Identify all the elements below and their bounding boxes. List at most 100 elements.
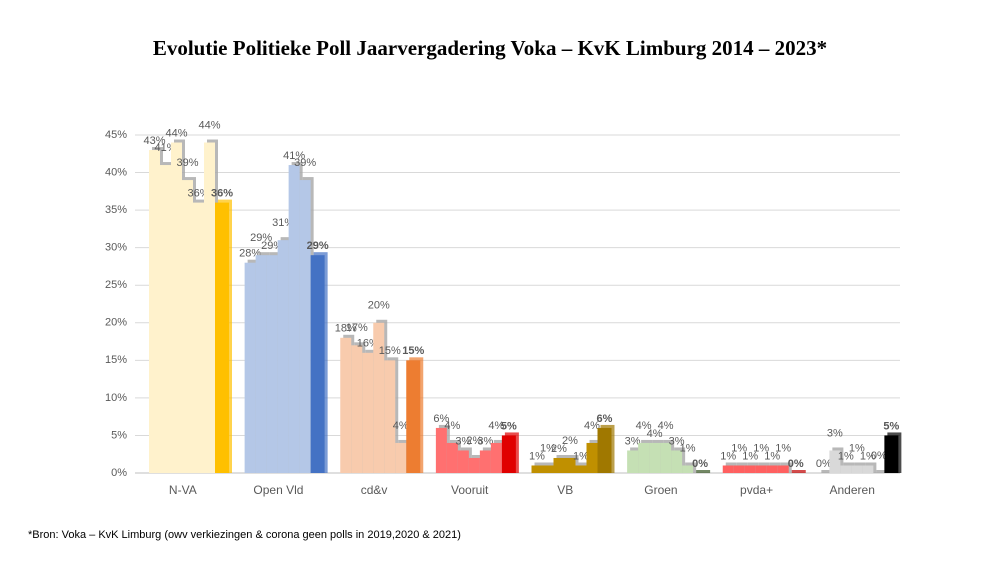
data-label: 17% — [346, 322, 368, 334]
data-label: 41% — [283, 150, 305, 162]
data-label: 1% — [753, 442, 769, 454]
step-bar — [340, 337, 352, 473]
bar — [215, 202, 229, 473]
data-label: 3% — [669, 435, 685, 447]
y-tick-label: 30% — [105, 242, 127, 254]
bar-depth — [696, 470, 711, 473]
y-tick-label: 20% — [105, 317, 127, 329]
step-bar — [586, 442, 598, 473]
data-label: 1% — [731, 442, 747, 454]
step-bar — [468, 457, 480, 473]
data-label: 29% — [307, 240, 329, 252]
x-tick-label: Anderen — [830, 483, 875, 497]
data-label: 0% — [788, 458, 804, 470]
bar — [310, 255, 325, 473]
data-label: 0% — [871, 450, 887, 462]
data-label: 44% — [165, 127, 187, 139]
data-label: 4% — [488, 420, 504, 432]
step-bar — [766, 465, 778, 473]
data-label: 29% — [250, 232, 272, 244]
bar — [884, 435, 899, 473]
data-label: 1% — [680, 442, 696, 454]
y-tick-label: 10% — [105, 392, 127, 404]
data-label: 1% — [838, 450, 854, 462]
step-bar — [182, 180, 193, 474]
step-bar — [553, 457, 565, 473]
step-bar — [149, 150, 160, 473]
step-bar — [299, 180, 311, 474]
step-bar — [862, 465, 874, 473]
data-label: 1% — [775, 442, 791, 454]
y-tick-label: 5% — [111, 429, 127, 441]
step-bar — [288, 165, 300, 474]
data-label: 3% — [455, 435, 471, 447]
step-bar — [395, 442, 407, 473]
y-tick-label: 45% — [105, 129, 127, 141]
step-bar — [733, 465, 745, 473]
x-tick-label: Open Vld — [253, 483, 303, 497]
y-tick-label: 15% — [105, 354, 127, 366]
bar — [501, 435, 516, 473]
x-tick-label: Groen — [644, 483, 677, 497]
step-bar — [435, 427, 447, 473]
data-label: 5% — [883, 420, 899, 432]
step-bar — [564, 457, 576, 473]
step-bar — [744, 465, 756, 473]
step-bar — [649, 442, 661, 473]
x-tick-label: pvda+ — [740, 483, 773, 497]
y-tick-label: 0% — [111, 467, 127, 479]
bar — [597, 427, 612, 473]
data-label: 4% — [647, 428, 663, 440]
data-label: 6% — [433, 413, 449, 425]
data-label: 15% — [379, 345, 401, 357]
step-bar — [531, 465, 543, 473]
data-label: 15% — [402, 345, 424, 357]
data-label: 4% — [584, 420, 600, 432]
data-label: 6% — [597, 413, 613, 425]
data-label: 2% — [466, 435, 482, 447]
y-tick-label: 40% — [105, 166, 127, 178]
step-bar — [384, 360, 396, 473]
step-bar — [542, 465, 554, 473]
x-tick-label: VB — [557, 483, 573, 497]
data-label: 1% — [540, 442, 556, 454]
data-label: 0% — [816, 458, 832, 470]
step-bar — [851, 465, 863, 473]
data-label: 3% — [477, 435, 493, 447]
step-bar — [171, 142, 182, 473]
data-label: 4% — [658, 420, 674, 432]
step-bar — [682, 465, 694, 473]
x-tick-label: Vooruit — [451, 483, 489, 497]
step-bar — [840, 465, 852, 473]
y-tick-label: 25% — [105, 279, 127, 291]
step-bar — [638, 442, 650, 473]
step-bar — [255, 255, 267, 473]
data-label: 0% — [692, 458, 708, 470]
data-label: 1% — [529, 450, 545, 462]
step-bar — [627, 450, 639, 473]
bar-depth — [821, 470, 833, 473]
step-bar — [373, 322, 385, 473]
bar-depth — [876, 470, 888, 473]
step-bar — [193, 202, 204, 473]
data-label: 3% — [625, 435, 641, 447]
step-bar — [446, 442, 458, 473]
data-label: 20% — [368, 300, 390, 312]
data-label: 3% — [827, 427, 843, 439]
data-label: 1% — [742, 450, 758, 462]
bar-depth — [791, 470, 806, 473]
data-label: 1% — [860, 450, 876, 462]
footnote: *Bron: Voka – KvK Limburg (owv verkiezin… — [28, 529, 461, 541]
step-bar — [277, 240, 289, 473]
data-label: 1% — [849, 442, 865, 454]
data-label: 5% — [501, 420, 517, 432]
data-label: 2% — [551, 443, 567, 455]
step-bar — [575, 465, 587, 473]
step-bar — [829, 450, 841, 473]
step-bar — [244, 262, 256, 473]
step-bar — [777, 465, 789, 473]
data-label: 1% — [764, 450, 780, 462]
data-label: 4% — [636, 420, 652, 432]
step-bar — [457, 450, 469, 473]
